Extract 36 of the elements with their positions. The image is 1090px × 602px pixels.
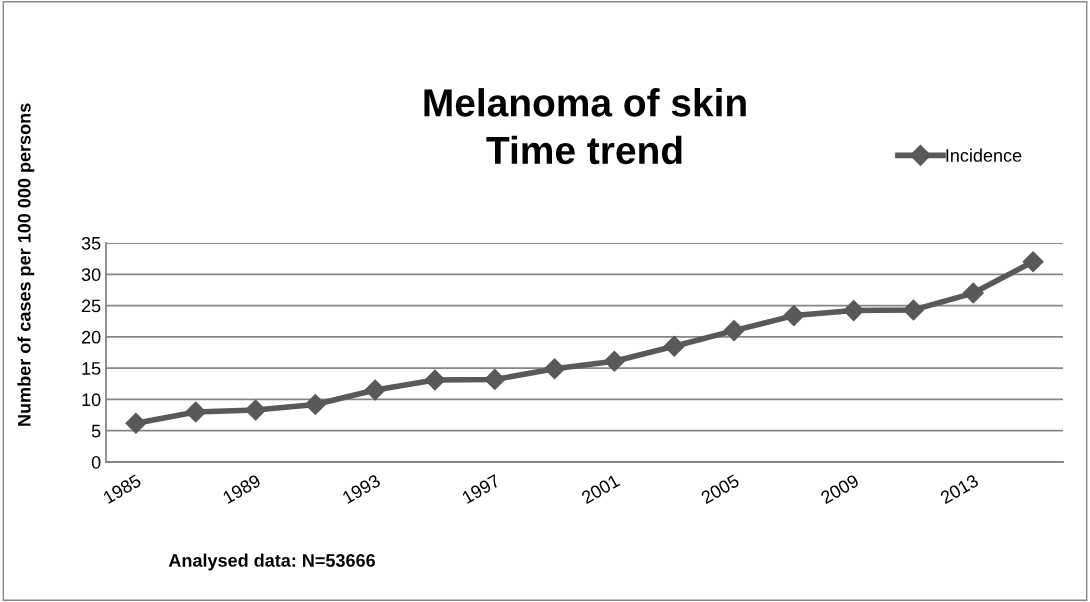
point	[603, 350, 625, 372]
x-tick-label: 2005	[700, 473, 741, 505]
y-tick-label: 35	[81, 236, 101, 250]
point	[304, 393, 326, 415]
point	[663, 335, 685, 357]
x-tick-label: 2001	[580, 473, 621, 505]
x-tick-label: 1985	[102, 473, 142, 504]
point	[843, 300, 865, 322]
x-tick-label: 2013	[939, 473, 980, 505]
point	[783, 305, 805, 327]
point	[1022, 251, 1044, 273]
x-tick-label: 1989	[222, 473, 262, 504]
y-tick-label: 20	[81, 330, 101, 344]
y-tick-label: 0	[91, 455, 101, 469]
y-tick-label: 15	[82, 362, 101, 375]
y-tick-label: 5	[91, 424, 101, 438]
point	[245, 399, 267, 421]
point	[364, 379, 386, 401]
point	[544, 358, 566, 380]
y-tick-label: 30	[81, 268, 101, 282]
legend-label: Incidence	[946, 148, 1022, 162]
x-tick-label: 1997	[461, 473, 501, 504]
point	[723, 320, 745, 342]
point	[902, 299, 924, 321]
point	[424, 369, 446, 391]
point	[484, 368, 506, 390]
y-tick-label: 10	[82, 393, 101, 407]
x-tick-label: 1993	[341, 473, 382, 504]
y-axis-title: Number of cases per 100 000 persons	[17, 103, 35, 426]
point	[185, 401, 207, 423]
text: Analysed data: N=53666	[168, 553, 375, 571]
point	[125, 412, 147, 434]
chart-title: Melanoma of skin Time trend	[424, 88, 746, 165]
point	[962, 282, 984, 304]
x-tick-label: 2009	[819, 473, 860, 505]
y-tick-label: 25	[81, 299, 101, 313]
